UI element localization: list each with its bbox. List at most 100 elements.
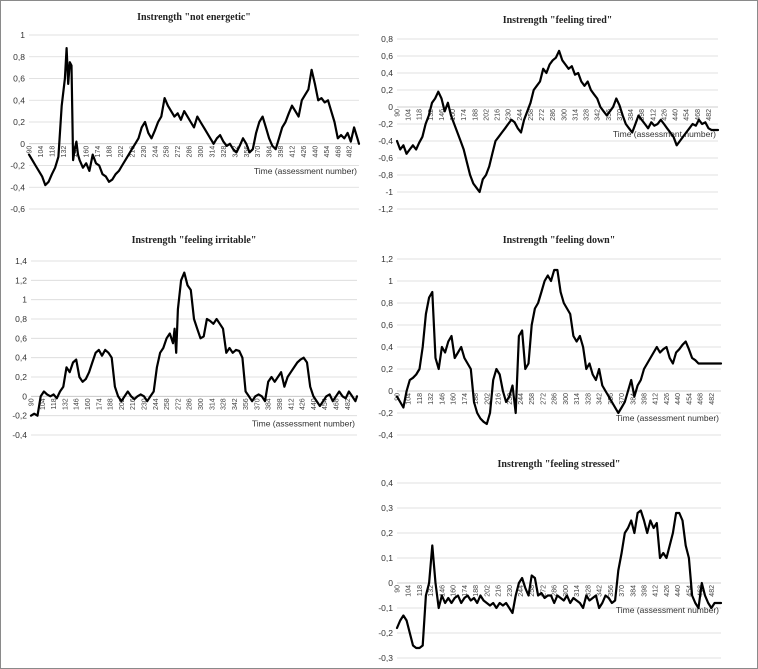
- y-tick-label: -0,4: [12, 430, 27, 440]
- y-tick-label: -0,3: [378, 653, 393, 663]
- x-tick-label: 286: [550, 109, 557, 121]
- x-tick-label: 454: [324, 146, 331, 158]
- x-tick-label: 342: [597, 585, 604, 597]
- x-tick-label: 216: [495, 109, 502, 121]
- x-tick-label: 188: [107, 146, 114, 158]
- x-tick-label: 300: [198, 398, 205, 410]
- x-tick-label: 132: [428, 393, 435, 405]
- x-tick-label: 258: [164, 146, 171, 158]
- x-tick-label: 440: [675, 585, 682, 597]
- x-tick-label: 426: [664, 585, 671, 597]
- x-tick-label: 202: [483, 109, 490, 121]
- x-tick-label: 342: [232, 398, 239, 410]
- chart-title: Instrength "not energetic": [137, 12, 251, 23]
- x-tick-label: 160: [85, 398, 92, 410]
- x-tick-label: 146: [439, 393, 446, 405]
- x-tick-label: 272: [175, 146, 182, 158]
- y-tick-label: 0,4: [13, 95, 25, 105]
- x-tick-label: 412: [290, 146, 297, 158]
- x-tick-label: 286: [187, 146, 194, 158]
- x-tick-label: 398: [639, 109, 646, 121]
- x-tick-label: 356: [606, 109, 613, 121]
- x-tick-label: 188: [472, 109, 479, 121]
- x-tick-label: 482: [709, 585, 716, 597]
- series-line: [395, 49, 720, 194]
- series-line: [395, 509, 723, 650]
- x-tick-label: 272: [175, 398, 182, 410]
- chart-feeling-stressed: Instrength "feeling stressed" -0,3 -0,2 -0,…: [378, 459, 723, 663]
- y-tick-label: -0,4: [378, 136, 393, 146]
- x-tick-label: 300: [561, 109, 568, 121]
- x-tick-label: 356: [608, 585, 615, 597]
- y-tick-label: 0,1: [381, 553, 393, 563]
- x-tick-label: 384: [266, 398, 273, 410]
- x-tick-label: 174: [95, 146, 102, 158]
- chart-title: Instrength "feeling down": [503, 235, 616, 246]
- x-tick-label: 174: [462, 585, 469, 597]
- x-tick-label: 328: [221, 146, 228, 158]
- x-tick-label: 412: [288, 398, 295, 410]
- x-tick-label: 230: [507, 393, 514, 405]
- x-tick-label: 118: [51, 398, 58, 409]
- x-tick-label: 384: [630, 393, 637, 405]
- x-tick-label: 244: [152, 146, 159, 158]
- x-tick-label: 398: [642, 393, 649, 405]
- x-tick-label: 342: [595, 109, 602, 121]
- chart-title: Instrength "feeling irritable": [132, 235, 257, 246]
- x-tick-label: 90: [27, 146, 34, 154]
- y-tick-label: 0,8: [381, 34, 393, 44]
- y-tick-label: 0,4: [15, 353, 27, 363]
- x-tick-label: 468: [334, 398, 341, 410]
- x-tick-label: 440: [673, 109, 680, 121]
- x-tick-label: 440: [312, 146, 319, 158]
- y-tick-label: 0,2: [15, 372, 27, 382]
- x-tick-label: 132: [61, 146, 68, 158]
- x-tick-label: 202: [118, 146, 125, 158]
- series-line: [395, 268, 723, 426]
- x-tick-label: 104: [38, 146, 45, 158]
- y-tick-label: 0,6: [381, 51, 393, 61]
- x-tick-label: 314: [572, 109, 579, 121]
- y-tick-label: 0,2: [381, 528, 393, 538]
- x-tick-label: 174: [462, 393, 469, 405]
- x-tick-label: 384: [267, 146, 274, 158]
- x-tick-label: 216: [496, 393, 503, 405]
- x-tick-label: 216: [129, 146, 136, 158]
- x-tick-label: 314: [574, 585, 581, 597]
- x-tick-label: 286: [187, 398, 194, 410]
- x-tick-label: 132: [428, 585, 435, 597]
- y-tick-label: 0,6: [381, 320, 393, 330]
- y-tick-label: 1,2: [15, 275, 27, 285]
- x-tick-label: 230: [507, 585, 514, 597]
- x-tick-label: 328: [584, 109, 591, 121]
- x-tick-label: 342: [597, 393, 604, 405]
- x-tick-label: 272: [540, 393, 547, 405]
- y-tick-label: 1: [20, 30, 25, 40]
- x-axis-label: Time (assessment number): [252, 418, 355, 428]
- x-tick-label: 398: [278, 146, 285, 158]
- x-axis-label: Time (assessment number): [254, 166, 357, 176]
- x-tick-label: 244: [518, 393, 525, 405]
- x-tick-label: 300: [563, 585, 570, 597]
- x-tick-label: 230: [506, 109, 513, 121]
- x-tick-label: 440: [311, 398, 318, 410]
- x-tick-label: 454: [684, 109, 691, 121]
- x-tick-label: 314: [209, 146, 216, 158]
- x-tick-label: 146: [439, 585, 446, 597]
- x-tick-label: 90: [29, 398, 36, 406]
- x-tick-label: 370: [619, 585, 626, 597]
- y-tick-label: 1,4: [15, 256, 27, 266]
- x-tick-label: 230: [141, 398, 148, 410]
- x-tick-label: 314: [209, 398, 216, 410]
- y-tick-label: -0,2: [378, 119, 393, 129]
- x-tick-label: 328: [585, 393, 592, 405]
- x-tick-label: 202: [119, 398, 126, 410]
- x-tick-label: 146: [439, 109, 446, 121]
- x-tick-label: 426: [661, 109, 668, 121]
- x-tick-label: 384: [630, 585, 637, 597]
- x-tick-label: 286: [552, 585, 559, 597]
- x-tick-label: 328: [221, 398, 228, 410]
- x-tick-label: 370: [619, 393, 626, 405]
- x-tick-label: 482: [709, 393, 716, 405]
